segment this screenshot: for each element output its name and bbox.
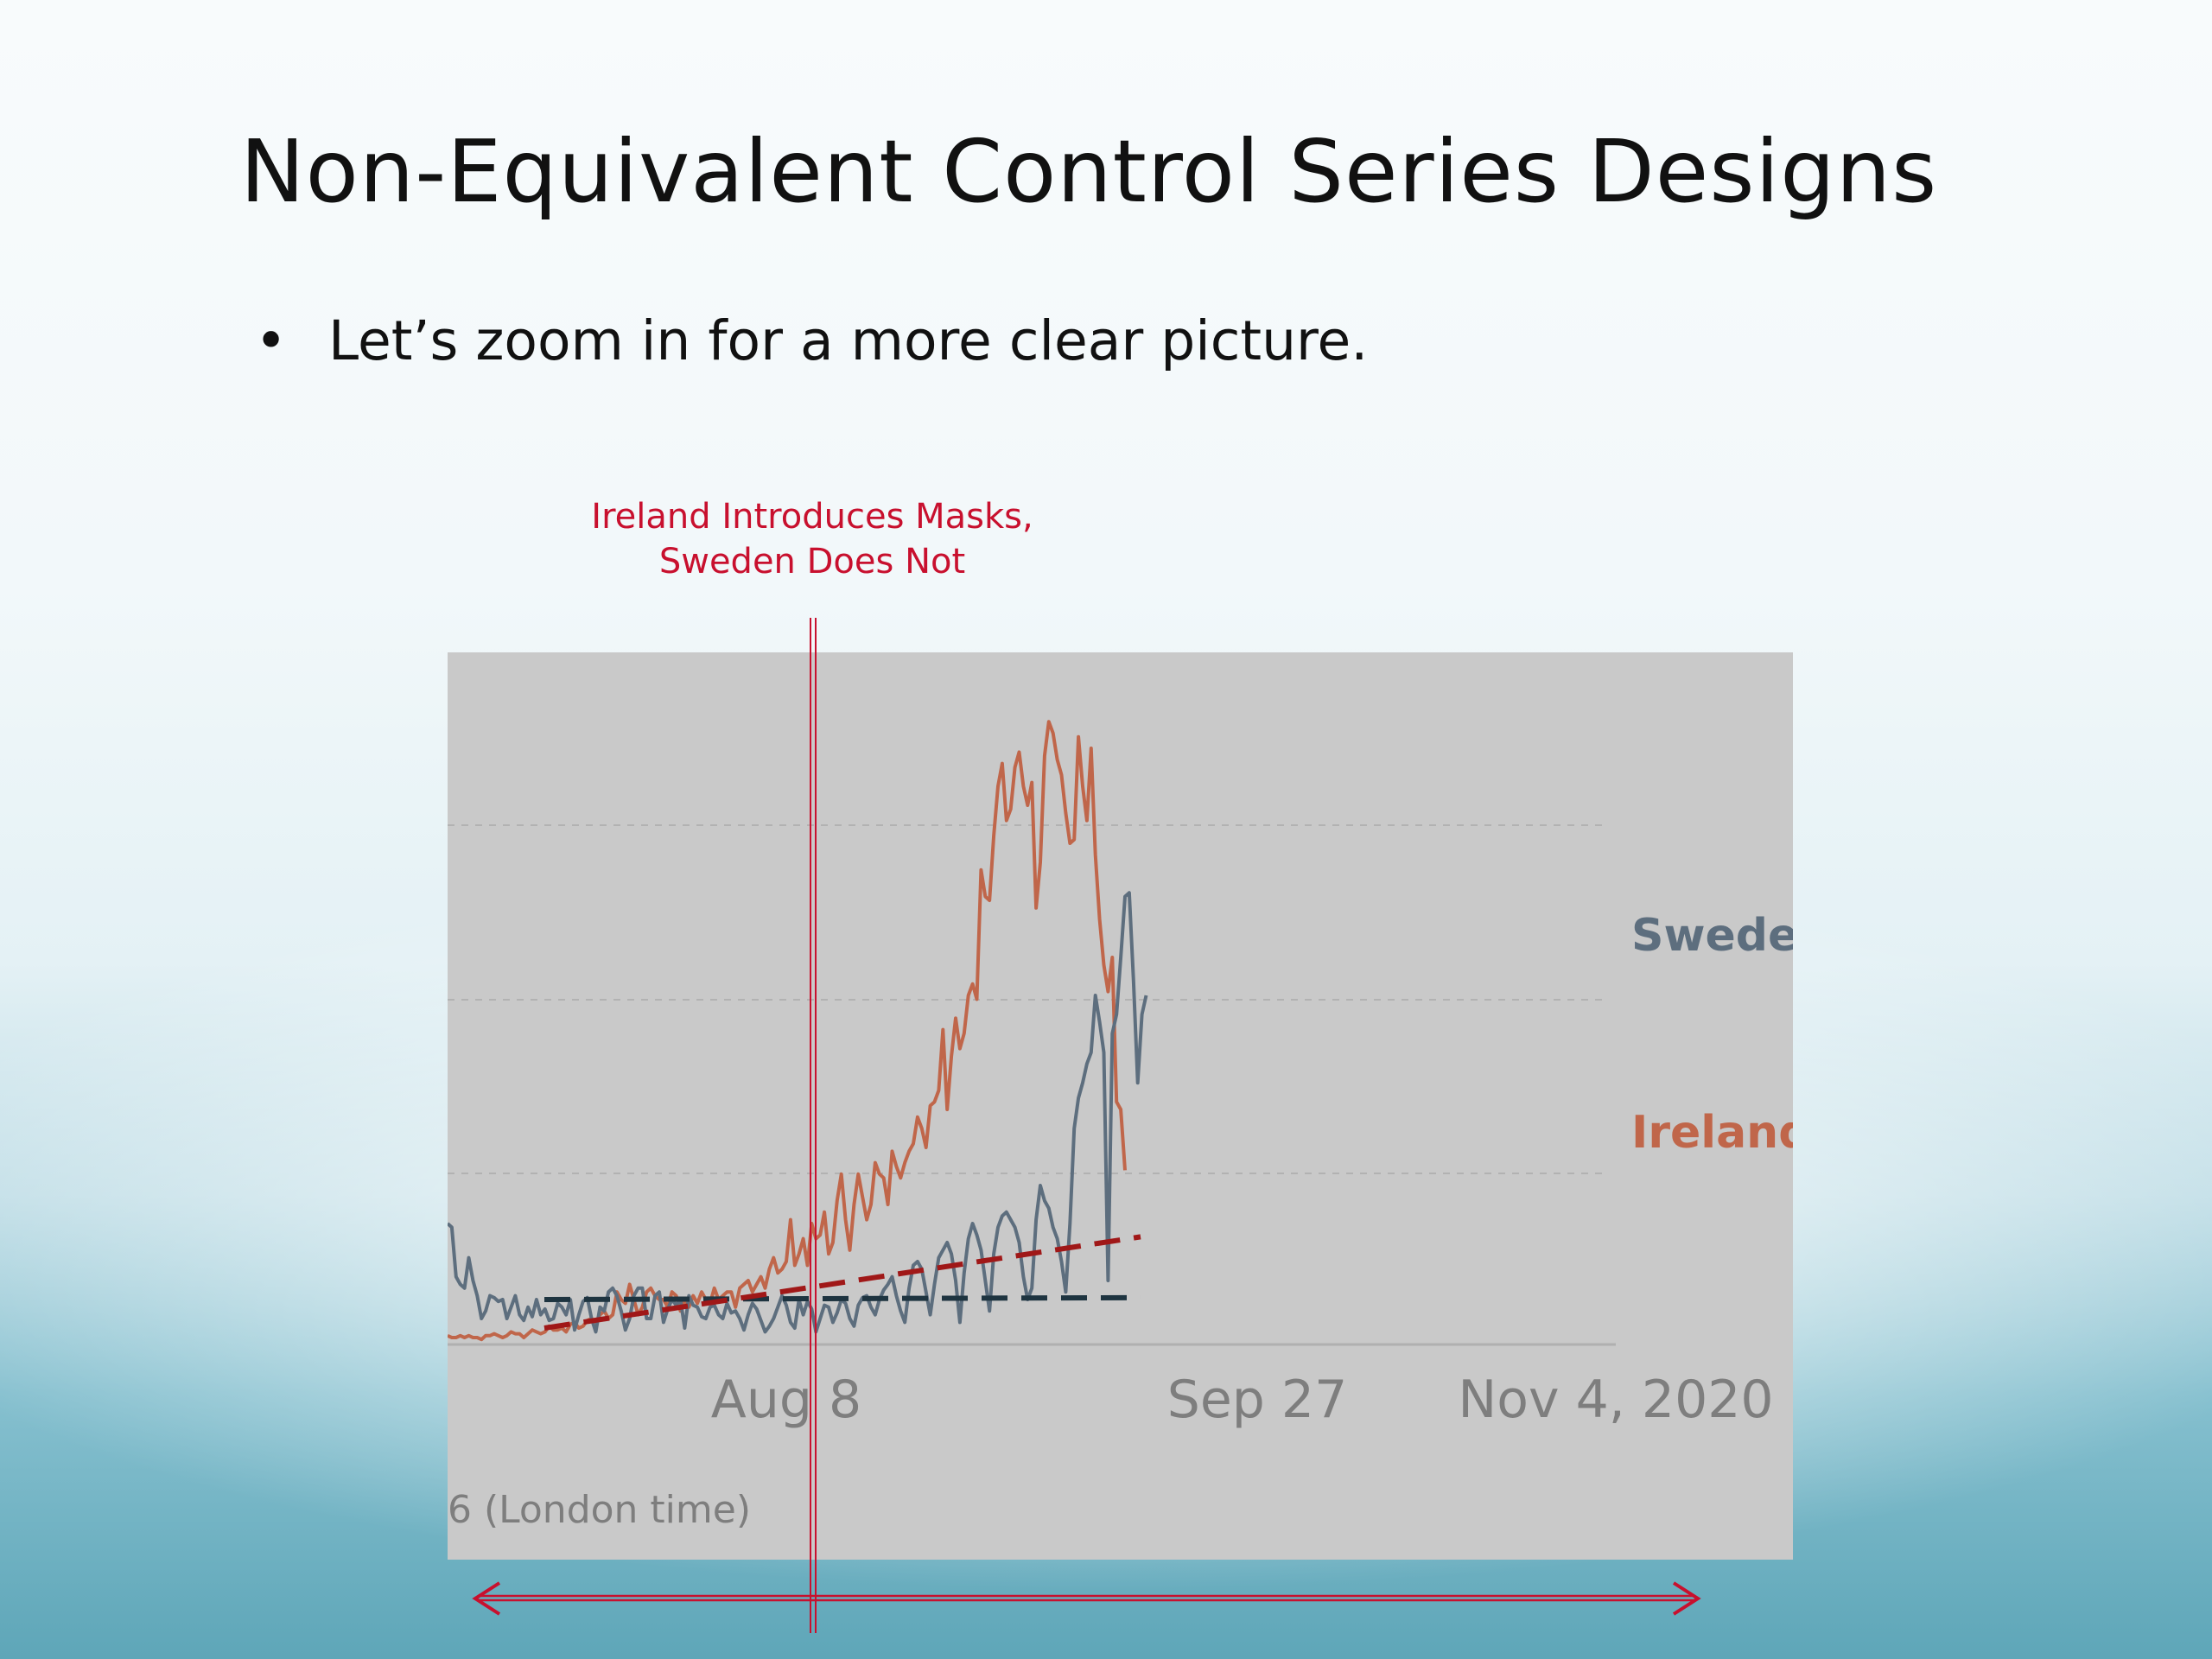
x-tick-label-3: Nov 4, 2020 xyxy=(1458,1370,1773,1430)
sweden-line xyxy=(448,891,1148,1334)
x-tick-label-1: Aug 8 xyxy=(711,1370,861,1430)
slide-title: Non-Equivalent Control Series Designs xyxy=(239,121,1938,222)
bullet-item: • Let’s zoom in for a more clear picture. xyxy=(255,309,1368,372)
arrow-head-right xyxy=(1672,1581,1701,1616)
annotation-line-1: Ireland Introduces Masks, xyxy=(591,497,1033,537)
ireland-trend-line xyxy=(543,1234,1141,1331)
annotation-line-2: Sweden Does Not xyxy=(658,542,966,582)
series-label-sweden: Sweden xyxy=(1631,910,1830,962)
ireland-line xyxy=(448,720,1127,1342)
intervention-annotation: Ireland Introduces Masks, Sweden Does No… xyxy=(553,494,1071,584)
series-label-ireland: Ireland xyxy=(1631,1107,1810,1159)
chart-footer-text: 6 (London time) xyxy=(448,1488,751,1532)
bullet-text: Let’s zoom in for a more clear picture. xyxy=(328,309,1369,372)
arrow-head-left xyxy=(472,1581,501,1616)
sweden-trend-line xyxy=(543,1294,1141,1302)
bullet-dot: • xyxy=(255,309,288,372)
x-tick-label-2: Sep 27 xyxy=(1167,1370,1348,1430)
